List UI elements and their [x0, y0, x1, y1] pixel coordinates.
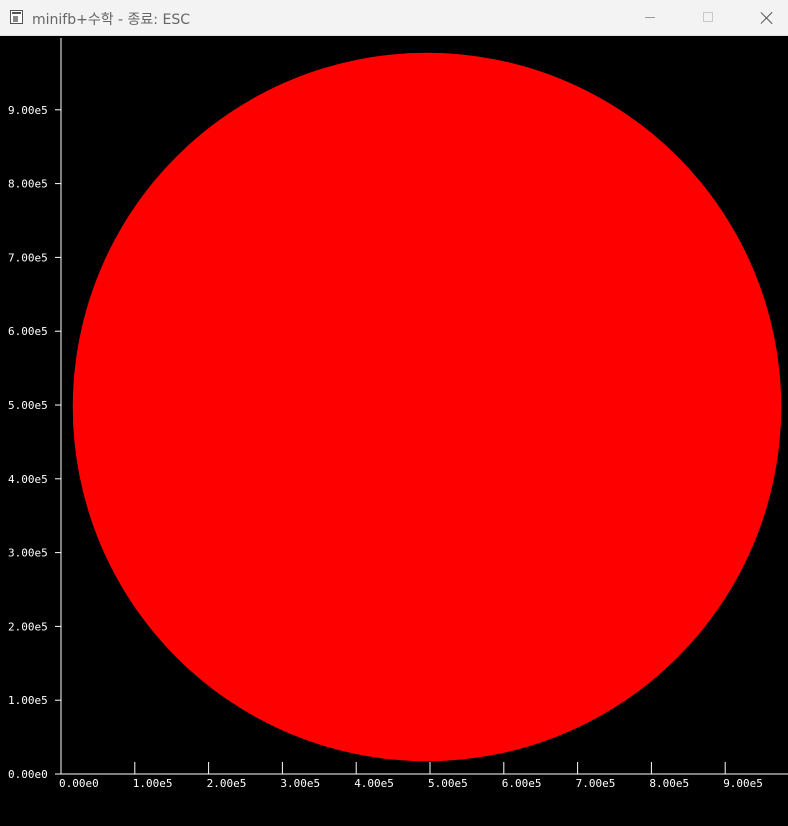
title-bar[interactable]: minifb+수학 - 종료: ESC — [0, 0, 788, 36]
x-tick-label: 6.00e5 — [502, 777, 542, 790]
x-tick-label: 0.00e0 — [59, 777, 99, 790]
y-tick-label: 6.00e5 — [8, 325, 48, 338]
y-tick-label: 4.00e5 — [8, 473, 48, 486]
x-tick-label: 9.00e5 — [723, 777, 763, 790]
y-tick-label: 5.00e5 — [8, 399, 48, 412]
y-tick-label: 1.00e5 — [8, 694, 48, 707]
x-tick-label: 8.00e5 — [649, 777, 689, 790]
close-icon — [760, 11, 774, 25]
close-button[interactable] — [742, 0, 788, 36]
maximize-icon — [703, 12, 713, 22]
x-tick-label: 4.00e5 — [354, 777, 394, 790]
maximize-button[interactable] — [685, 0, 731, 36]
plot-canvas: 0.00e0 1.00e5 2.00e5 3.00e5 4.00e5 5.00e5 6.00… — [0, 36, 788, 826]
minimize-button[interactable] — [627, 0, 673, 36]
x-tick-label: 3.00e5 — [280, 777, 320, 790]
app-icon — [10, 10, 23, 24]
y-tick-label: 9.00e5 — [8, 104, 48, 117]
minimize-icon — [645, 17, 655, 18]
data-circle — [72, 52, 782, 762]
y-tick-label: 0.00e0 — [8, 768, 48, 781]
y-tick-label: 3.00e5 — [8, 547, 48, 560]
x-tick-label: 1.00e5 — [133, 777, 173, 790]
chart-svg: 0.00e0 1.00e5 2.00e5 3.00e5 4.00e5 5.00e5 6.00… — [8, 38, 788, 790]
y-tick-label: 2.00e5 — [8, 620, 48, 633]
y-tick-label: 7.00e5 — [8, 251, 48, 264]
x-tick-label: 2.00e5 — [207, 777, 247, 790]
x-tick-label: 5.00e5 — [428, 777, 468, 790]
x-tick-label: 7.00e5 — [576, 777, 616, 790]
y-tick-label: 8.00e5 — [8, 178, 48, 191]
window-title: minifb+수학 - 종료: ESC — [32, 12, 190, 28]
